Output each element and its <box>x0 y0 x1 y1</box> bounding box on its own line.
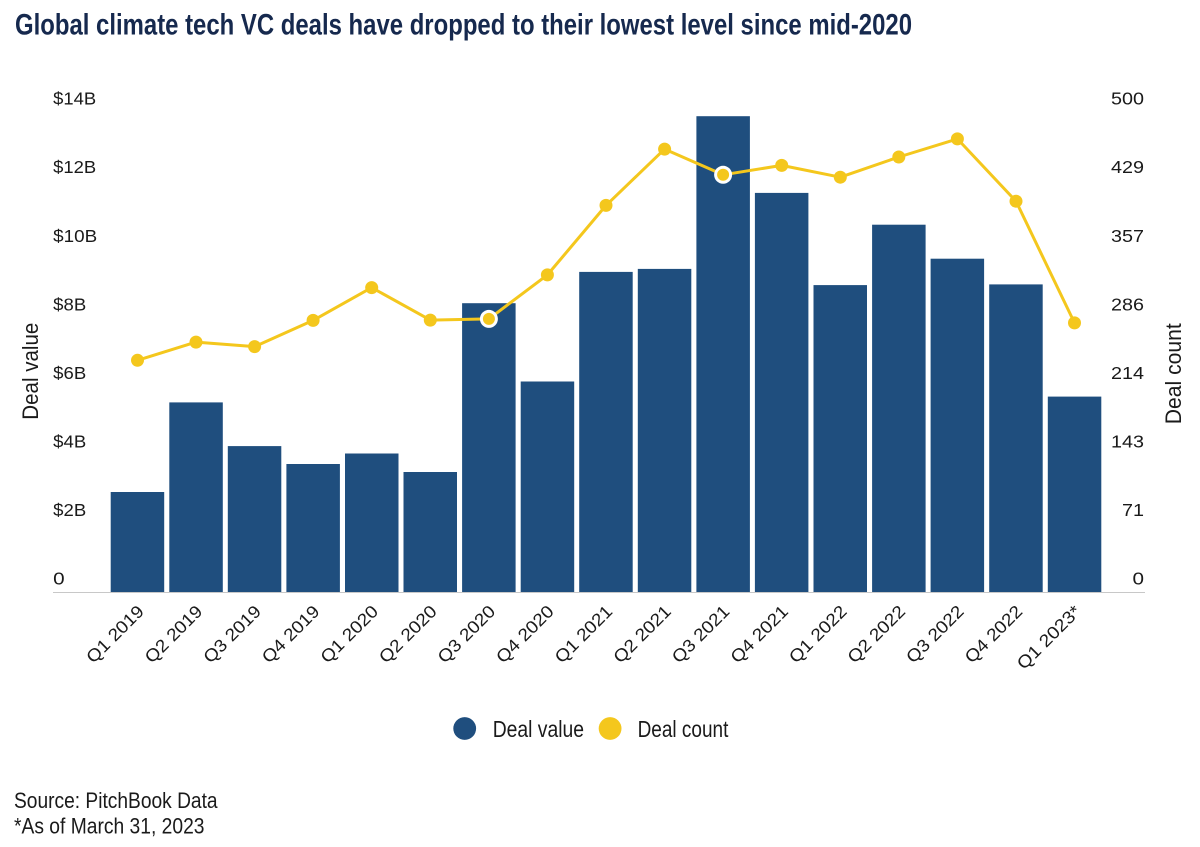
svg-text:500: 500 <box>1111 89 1144 109</box>
svg-text:*As of March 31, 2023: *As of March 31, 2023 <box>14 814 205 839</box>
svg-text:$14B: $14B <box>53 89 96 109</box>
svg-text:$2B: $2B <box>53 500 86 520</box>
svg-text:429: 429 <box>1111 157 1144 177</box>
svg-text:Deal count: Deal count <box>638 716 729 742</box>
svg-text:0: 0 <box>1133 569 1145 589</box>
svg-text:Deal value: Deal value <box>493 716 584 742</box>
svg-text:$10B: $10B <box>53 226 97 246</box>
svg-text:$12B: $12B <box>53 157 96 177</box>
svg-text:286: 286 <box>1111 294 1144 314</box>
svg-text:$4B: $4B <box>53 431 86 451</box>
svg-text:143: 143 <box>1111 431 1144 451</box>
svg-text:Global climate tech VC deals h: Global climate tech VC deals have droppe… <box>15 9 912 42</box>
svg-text:$8B: $8B <box>53 294 86 314</box>
svg-text:71: 71 <box>1122 500 1144 520</box>
svg-text:$6B: $6B <box>53 363 86 383</box>
svg-text:0: 0 <box>53 569 65 589</box>
svg-text:Source: PitchBook Data: Source: PitchBook Data <box>14 788 218 813</box>
svg-text:Deal count: Deal count <box>1161 323 1186 424</box>
svg-text:214: 214 <box>1111 363 1144 383</box>
svg-text:Deal value: Deal value <box>18 323 43 420</box>
svg-text:357: 357 <box>1111 226 1144 246</box>
